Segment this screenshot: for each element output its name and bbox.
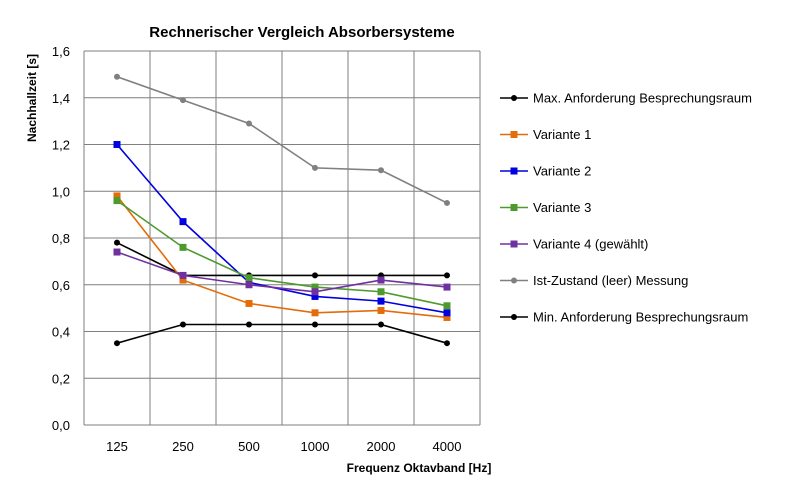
series-2	[113, 192, 451, 321]
legend-entry: Max. Anforderung Besprechungsraum	[500, 91, 752, 106]
legend-marker	[510, 240, 518, 248]
data-point	[114, 73, 120, 80]
x-tick-label: 2000	[367, 439, 396, 454]
y-tick-label: 0,6	[52, 278, 70, 293]
data-point	[378, 167, 384, 174]
legend-label: Ist-Zustand (leer) Messung	[533, 273, 688, 288]
data-point	[444, 199, 450, 206]
series-7	[114, 321, 450, 347]
data-point	[443, 283, 451, 291]
legend-marker	[510, 131, 518, 138]
legend-entry: Variante 4 (gewählt)	[500, 237, 648, 252]
data-point	[377, 297, 385, 305]
y-tick-label: 0,0	[52, 418, 70, 433]
legend-label: Variante 3	[533, 200, 591, 215]
data-point	[180, 97, 186, 104]
data-point	[311, 288, 319, 296]
legend-entry: Min. Anforderung Besprechungsraum	[500, 310, 748, 325]
series-line	[116, 195, 448, 319]
data-point	[180, 321, 186, 328]
data-point	[113, 248, 121, 256]
series-line	[116, 75, 448, 204]
data-point	[377, 276, 385, 284]
legend-label: Min. Anforderung Besprechungsraum	[533, 310, 748, 325]
data-point	[377, 288, 385, 296]
y-tick-label: 0,4	[52, 325, 70, 340]
data-point	[443, 313, 451, 321]
y-tick-label: 1,2	[52, 138, 70, 153]
x-tick-labels: 125 250 500 1000 2000 4000	[106, 439, 461, 454]
legend-label: Max. Anforderung Besprechungsraum	[533, 91, 752, 106]
data-point	[179, 243, 187, 251]
x-tick-label: 250	[172, 439, 194, 454]
x-tick-label: 500	[238, 439, 260, 454]
x-tick-label: 125	[106, 439, 128, 454]
data-point	[443, 302, 451, 310]
grid	[83, 50, 481, 426]
data-point	[444, 272, 450, 279]
series-line	[116, 241, 447, 277]
data-point	[179, 218, 187, 226]
data-point	[311, 309, 319, 317]
data-point	[312, 272, 318, 279]
data-point	[444, 340, 450, 347]
data-point	[114, 239, 120, 246]
series-5	[113, 248, 451, 296]
data-point	[113, 141, 121, 148]
data-point	[179, 276, 187, 284]
y-tick-label: 1,0	[52, 184, 70, 199]
data-point	[312, 164, 318, 171]
series-4	[113, 197, 451, 310]
series-6	[114, 73, 450, 206]
data-point	[245, 281, 253, 289]
x-tick-label: 4000	[433, 439, 462, 454]
data-point	[114, 340, 120, 347]
data-point	[113, 192, 121, 200]
chart-title: Rechnerischer Vergleich Absorbersysteme	[149, 24, 454, 41]
x-tick-label: 1000	[301, 439, 330, 454]
series-line	[116, 143, 448, 314]
legend-marker	[511, 95, 517, 101]
legend-entry: Variante 1	[500, 127, 591, 142]
data-point	[312, 321, 318, 328]
data-point	[245, 299, 253, 307]
legend-entry: Ist-Zustand (leer) Messung	[500, 273, 688, 288]
series-layer	[113, 73, 451, 347]
data-point	[377, 306, 385, 314]
legend-entry: Variante 3	[500, 200, 591, 215]
legend-marker	[510, 167, 518, 175]
y-tick-label: 1,6	[52, 44, 70, 59]
data-point	[113, 197, 121, 205]
legend-label: Variante 1	[533, 127, 591, 142]
legend: Max. Anforderung Besprechungsraum Variant…	[500, 91, 752, 325]
y-tick-labels: 0,0 0,2 0,4 0,6 0,8 1,0 1,2 1,4 1,6	[52, 44, 70, 433]
data-point	[311, 283, 319, 291]
series-line	[116, 323, 448, 344]
legend-label: Variante 4 (gewählt)	[533, 237, 648, 252]
series-line	[116, 199, 448, 307]
y-axis-label: Nachhallzeit [s]	[25, 54, 39, 142]
legend-marker	[510, 204, 518, 211]
x-axis-label: Frequenz Oktavband [Hz]	[347, 461, 492, 475]
data-point	[246, 120, 252, 127]
data-point	[443, 309, 451, 317]
legend-entry: Variante 2	[500, 164, 591, 179]
data-point	[246, 321, 252, 328]
legend-marker	[511, 314, 517, 320]
data-point	[311, 292, 319, 300]
y-tick-label: 0,2	[52, 371, 70, 386]
data-point	[179, 271, 187, 279]
data-point	[245, 274, 253, 282]
data-point	[378, 321, 384, 328]
series-line	[116, 251, 448, 293]
legend-marker	[511, 277, 517, 284]
y-tick-label: 1,4	[52, 91, 70, 106]
y-tick-label: 0,8	[52, 231, 70, 246]
legend-label: Variante 2	[533, 164, 591, 179]
